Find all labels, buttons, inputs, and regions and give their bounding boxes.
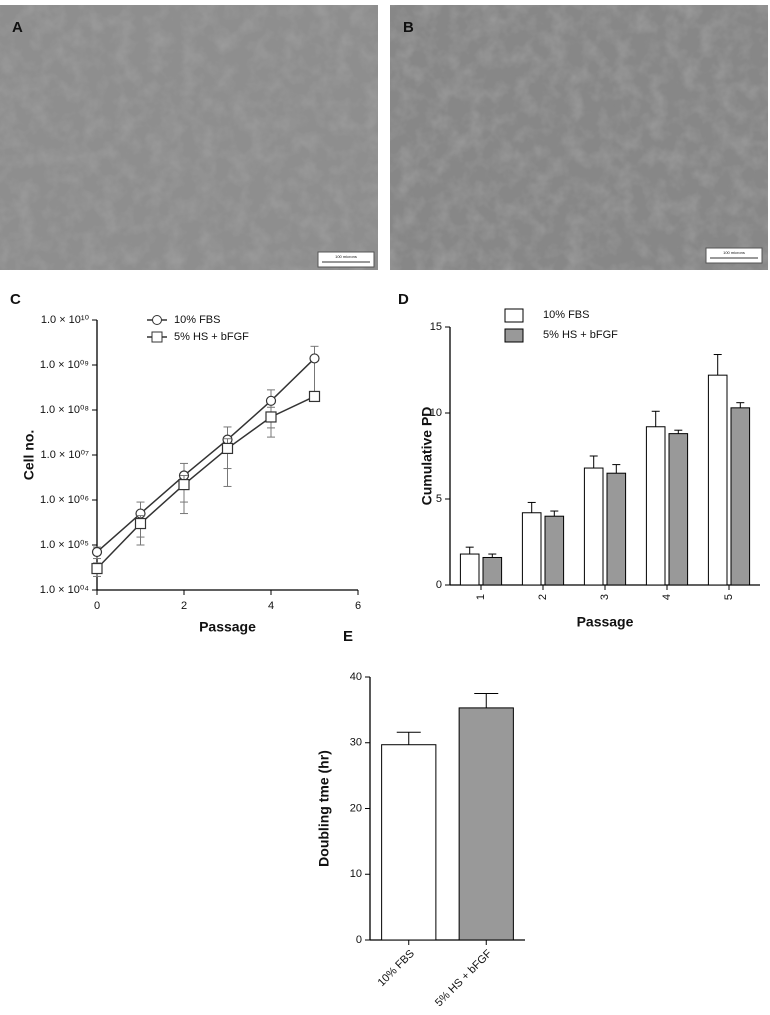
series-line bbox=[96, 357, 316, 553]
y-axis-label: Cumulative PD bbox=[419, 407, 435, 506]
marker bbox=[91, 546, 103, 558]
y-tick-label: 15 bbox=[430, 321, 442, 333]
scale-bar-text: 100 microns bbox=[723, 250, 745, 255]
chart: E 0 10 20 30 40 Doubling tme (hr) 10% FBS 5% HS … bbox=[316, 628, 525, 1009]
bar bbox=[707, 374, 728, 586]
y-tick-label: 10 bbox=[350, 868, 362, 880]
legend-label: 5% HS + bFGF bbox=[543, 329, 618, 341]
y-axis-label: Cell no. bbox=[21, 430, 37, 481]
panel-label: C bbox=[10, 291, 21, 308]
x-tick-label: 5 bbox=[723, 594, 735, 600]
y-axis-label: Doubling tme (hr) bbox=[316, 750, 332, 867]
panel-label: A bbox=[12, 19, 23, 36]
bar bbox=[458, 707, 514, 941]
x-tick-label: 4 bbox=[268, 600, 274, 612]
panel-label: B bbox=[403, 19, 414, 36]
y-tick-label: 40 bbox=[350, 671, 362, 683]
panel-label: E bbox=[343, 628, 353, 645]
x-tick-label: 2 bbox=[537, 594, 549, 600]
x-tick-label: 3 bbox=[599, 594, 611, 600]
y-tick-label: 10 bbox=[430, 407, 442, 419]
x-axis-label: Passage bbox=[577, 614, 634, 630]
series-line bbox=[96, 395, 315, 570]
x-tick-label: 1 bbox=[475, 594, 487, 600]
legend-swatch bbox=[504, 308, 524, 323]
y-tick-label: 1.0 × 10⁰⁶ bbox=[40, 494, 89, 506]
micrograph-b: B 100 microns bbox=[390, 5, 768, 270]
marker bbox=[308, 390, 321, 403]
micrograph-a: A 100 microns bbox=[0, 5, 378, 270]
y-tick-label: 1.0 × 10⁰⁵ bbox=[40, 539, 89, 551]
marker bbox=[309, 353, 320, 364]
x-tick-label: 0 bbox=[94, 600, 100, 612]
y-tick-label: 0 bbox=[436, 579, 442, 591]
y-tick-label: 20 bbox=[350, 802, 362, 814]
bar bbox=[381, 744, 437, 941]
marker bbox=[91, 562, 103, 575]
x-tick-label: 2 bbox=[181, 600, 187, 612]
y-tick-label: 5 bbox=[436, 493, 442, 505]
scale-bar-text: 100 microns bbox=[335, 254, 357, 259]
bar bbox=[459, 553, 480, 586]
bar bbox=[606, 472, 627, 586]
bar bbox=[668, 433, 689, 586]
x-tick-label: 4 bbox=[661, 594, 673, 600]
legend-marker bbox=[152, 315, 162, 325]
chart: C 1.0 × 10⁰⁴ 1.0 × 10⁰⁵ 1.0 × 10⁰⁶ 1.0 × 10⁰… bbox=[10, 291, 361, 635]
y-tick-label: 1.0 × 10¹⁰ bbox=[41, 314, 90, 326]
bar bbox=[482, 556, 503, 586]
marker bbox=[134, 517, 147, 530]
marker bbox=[221, 442, 234, 455]
y-tick-label: 1.0 × 10⁰⁹ bbox=[40, 359, 89, 371]
bar bbox=[645, 426, 666, 586]
x-tick-label: 10% FBS bbox=[376, 948, 417, 989]
bar bbox=[583, 467, 604, 586]
x-tick-label: 5% HS + bFGF bbox=[433, 947, 495, 1009]
legend-marker bbox=[151, 331, 163, 343]
y-tick-label: 1.0 × 10⁰⁸ bbox=[40, 404, 89, 416]
x-tick-label: 6 bbox=[355, 600, 361, 612]
bar bbox=[544, 515, 565, 586]
legend-swatch bbox=[504, 328, 524, 343]
marker bbox=[178, 478, 190, 491]
bar bbox=[521, 512, 542, 586]
y-tick-label: 30 bbox=[350, 737, 362, 749]
legend-label: 10% FBS bbox=[174, 314, 220, 326]
bar bbox=[730, 407, 751, 586]
x-axis-label: Passage bbox=[199, 619, 256, 635]
legend-label: 10% FBS bbox=[543, 309, 589, 321]
y-tick-label: 0 bbox=[356, 934, 362, 946]
chart: D 0 5 10 15 Cumulative PD Passage 1 2 3 4 5 10% FBS 5… bbox=[398, 291, 760, 630]
y-tick-label: 1.0 × 10⁰⁴ bbox=[40, 584, 89, 596]
legend-label: 5% HS + bFGF bbox=[174, 331, 249, 343]
y-tick-label: 1.0 × 10⁰⁷ bbox=[41, 449, 89, 461]
marker bbox=[265, 395, 277, 406]
marker bbox=[265, 411, 277, 423]
panel-label: D bbox=[398, 291, 409, 308]
